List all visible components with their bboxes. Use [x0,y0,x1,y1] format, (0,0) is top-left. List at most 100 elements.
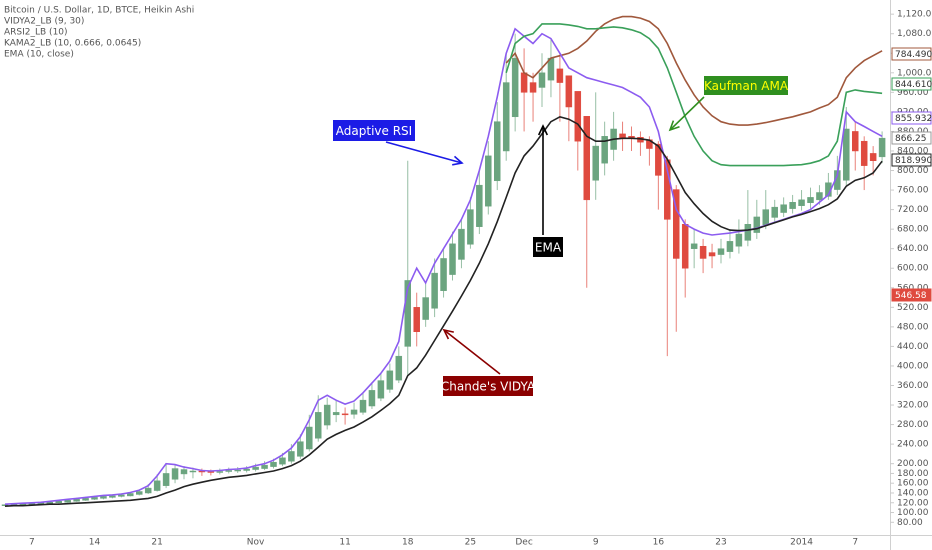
candle-body [601,136,608,164]
candle-body [869,153,877,161]
legend-entry: ARSI2_LB (10) [4,28,68,38]
candle-body [341,413,349,416]
price-badge-label: 855.9321 [895,114,932,124]
x-tick-label: 21 [151,538,162,548]
candle-body [467,209,474,245]
candle-body [565,75,573,108]
candle-body [386,370,394,390]
y-tick-label: 720.00 [897,205,929,215]
candle-body [520,72,528,93]
x-tick-label: 25 [465,538,476,548]
x-tick-label: 2014 [790,538,813,548]
annotation-arrow [385,141,463,164]
y-tick-label: 1,120.00 [897,10,932,20]
price-badge [891,77,932,91]
annotation-box [333,120,415,141]
y-tick-label: 480.00 [897,322,929,332]
candle-body [744,224,752,241]
y-tick-label: 280.00 [897,420,929,430]
candle-body [180,469,188,475]
annotation-text: Chande's VIDYA [441,380,536,394]
annotation-arrow [443,329,501,375]
price-badge [891,131,932,145]
annotation-box [704,76,788,95]
candle-body [789,202,796,209]
candle-body [243,468,250,471]
x-tick-label: Dec [515,538,532,548]
annotation-box [533,237,563,257]
y-tick-label: 600.00 [897,264,929,274]
candle-body [538,72,546,88]
x-tick-label: 16 [653,538,665,548]
y-tick-label: 560.00 [897,283,929,293]
price-badge-label: 866.25 [895,134,927,144]
candle-body [323,404,331,426]
x-tick-label: 11 [339,538,350,548]
y-tick-label: 360.00 [897,381,929,391]
candle-body [511,57,519,118]
candle-body [878,137,886,158]
candle-body [332,412,340,416]
candle-body [315,412,322,439]
candle-body [529,82,537,93]
annotation-arrow [669,96,705,131]
candle-body [502,82,510,152]
y-tick-label: 320.00 [897,401,929,411]
candle-body [144,487,152,494]
x-tick-label: 14 [89,538,101,548]
annotation-text: Adaptive RSI [336,124,412,138]
candle-body [458,228,465,260]
candle-body [359,399,367,413]
candle-body [91,497,98,500]
candle-body [55,501,62,504]
candle-body [699,245,707,259]
annotation-arrowhead [442,328,454,340]
candle-body [404,280,411,347]
candle-body [270,461,277,467]
chart-title: Bitcoin / U.S. Dollar, 1D, BTCE, Heikin … [4,6,194,16]
y-tick-label: 680.00 [897,225,929,235]
candle-body [860,140,868,166]
candle-body [297,441,304,457]
candle-body [583,116,590,201]
candle-body [127,493,134,497]
price-badge-label: 546.58 [895,291,927,301]
price-badge-label: 844.6104 [895,80,932,90]
price-badge [891,47,932,61]
legend-entry: EMA (10, close) [4,50,74,60]
candle-body [189,470,197,473]
annotation-arrowhead [537,124,549,136]
price-badge-label: 784.4903 [895,50,932,60]
y-tick-label: 180.00 [897,469,929,479]
candle-body [673,189,680,259]
candle-body [574,91,582,142]
candle-body [73,499,80,502]
candle-body [306,426,313,450]
candle-body [798,199,805,206]
indicator-line [4,115,883,507]
y-tick-label: 140.00 [897,488,929,498]
candle-body [708,252,716,257]
y-tick-label: 160.00 [897,479,929,489]
annotation-text: EMA [535,241,562,255]
y-tick-label: 200.00 [897,459,929,469]
y-tick-label: 120.00 [897,498,929,508]
annotation-arrowhead [668,120,680,132]
candle-body [807,197,814,204]
candle-body [771,206,778,218]
annotation-text: Kaufman AMA [704,79,789,93]
candle-body [109,495,116,498]
price-badge [891,288,932,302]
price-badge [891,111,932,125]
annotation-arrowhead [452,155,464,166]
indicator-line [505,15,883,126]
price-badge [891,153,932,167]
candle-body [592,145,599,181]
indicator-line [505,23,883,167]
candle-body [100,496,107,499]
y-tick-label: 640.00 [897,244,929,254]
candle-body [350,409,358,415]
x-tick-label: 9 [593,538,599,548]
candle-body [162,473,170,486]
